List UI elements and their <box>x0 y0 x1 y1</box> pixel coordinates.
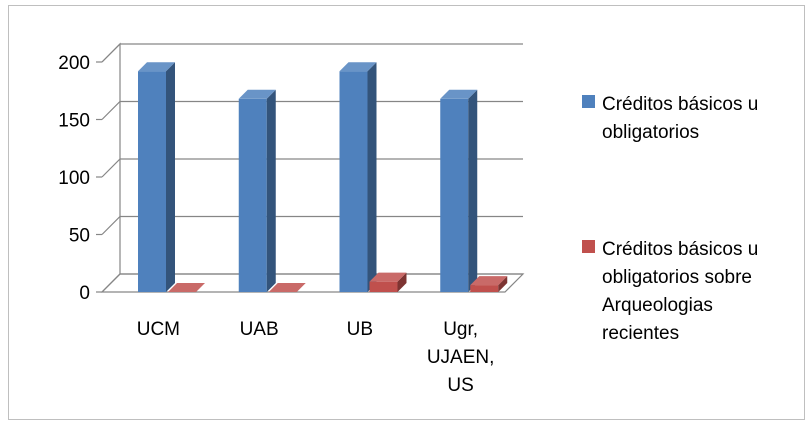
bar-top <box>238 89 276 99</box>
bar-front <box>369 281 398 292</box>
gridline <box>101 100 523 120</box>
gridline <box>101 43 523 63</box>
bar <box>339 62 377 293</box>
bar-top <box>138 62 175 72</box>
category-label: UB <box>347 319 373 340</box>
bar-top <box>339 62 377 72</box>
bars <box>138 62 508 293</box>
x-axis-category-labels: UCM UAB UB Ugr, UJAEN, US <box>137 319 495 396</box>
bar-top <box>440 89 478 99</box>
gridline <box>101 215 523 235</box>
bar-top <box>268 283 306 292</box>
bar-side <box>166 62 175 293</box>
y-tick-label: 200 <box>58 53 90 74</box>
bar-top <box>369 272 407 282</box>
legend-label: Créditos básicos u <box>602 94 758 115</box>
legend-label: Arqueologias <box>602 295 713 316</box>
bar-side <box>367 62 377 293</box>
bar-front <box>238 98 267 292</box>
bar-side <box>266 89 276 292</box>
y-tick-label: 150 <box>58 111 90 132</box>
legend: Créditos básicos u obligatorios Créditos b… <box>582 94 758 344</box>
bar-front <box>138 71 166 292</box>
bar-top <box>168 283 205 292</box>
legend-swatch <box>582 95 595 108</box>
y-tick-label: 100 <box>58 168 90 189</box>
bar-top <box>470 276 508 286</box>
category-label: UAB <box>240 319 279 340</box>
legend-label: obligatorios <box>602 122 699 143</box>
bar-front <box>339 71 368 292</box>
category-label: UJAEN, <box>427 347 495 368</box>
bar-front <box>470 285 499 292</box>
category-label: US <box>447 375 473 396</box>
legend-label: Créditos básicos u <box>602 239 758 260</box>
y-tick-label: 50 <box>69 226 90 247</box>
category-label: Ugr, <box>443 319 478 340</box>
bar-side <box>468 89 478 292</box>
legend-label: recientes <box>602 323 679 344</box>
bar <box>138 62 175 293</box>
bar-side <box>498 276 508 292</box>
bar <box>369 272 407 292</box>
y-tick-label: 0 <box>79 283 90 304</box>
bar <box>238 89 276 292</box>
bar <box>268 283 306 293</box>
y-axis-tick-labels: 0 50 100 150 200 <box>58 53 90 304</box>
gridlines <box>96 43 523 293</box>
bar <box>470 276 508 292</box>
bar-front <box>440 98 469 292</box>
category-label: UCM <box>137 319 180 340</box>
bar <box>440 89 478 292</box>
legend-label: obligatorios sobre <box>602 267 752 288</box>
legend-swatch <box>582 240 595 253</box>
bar-side <box>397 272 407 292</box>
gridline <box>101 158 523 178</box>
bar <box>168 283 205 293</box>
